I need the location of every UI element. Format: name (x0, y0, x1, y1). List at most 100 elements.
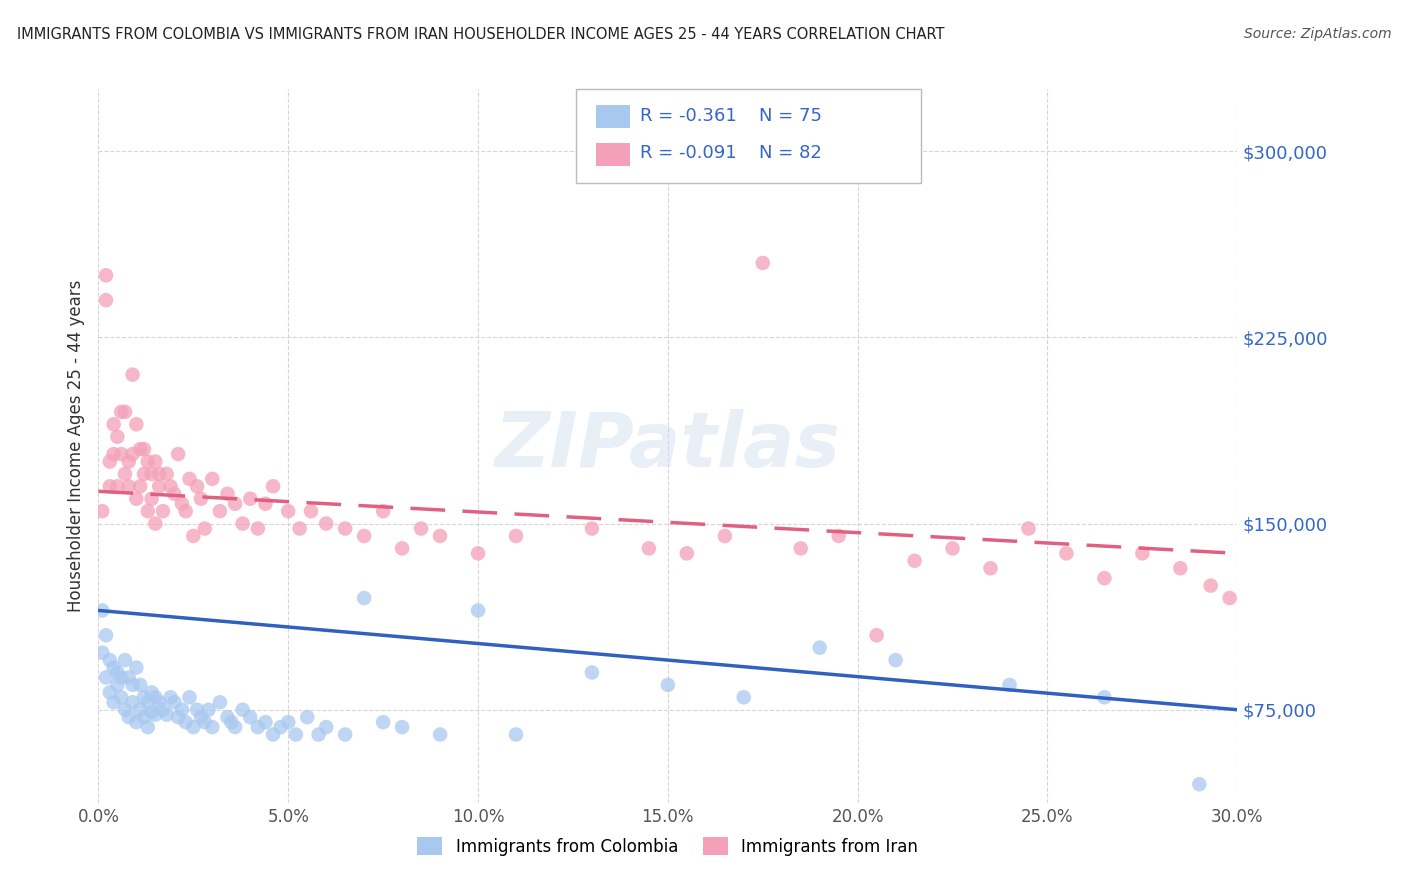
Point (98, 479, 121, 493)
Point (186, 479, 208, 493)
Point (194, 715, 217, 730)
Point (217, 710, 239, 724)
Point (183, 529, 205, 543)
Point (136, 504, 159, 518)
Point (284, 727, 307, 741)
Point (254, 715, 277, 730)
Point (254, 497, 277, 511)
Point (942, 541, 965, 556)
Point (183, 720, 205, 734)
Point (297, 710, 319, 724)
Point (429, 529, 451, 543)
Point (145, 516, 167, 531)
Point (103, 417, 125, 432)
Y-axis label: Householder Income Ages 25 - 44 years: Householder Income Ages 25 - 44 years (66, 280, 84, 612)
Point (179, 690, 201, 705)
Point (125, 715, 148, 730)
Point (91, 646, 114, 660)
Point (107, 678, 129, 692)
Text: IMMIGRANTS FROM COLOMBIA VS IMMIGRANTS FROM IRAN HOUSEHOLDER INCOME AGES 25 - 44: IMMIGRANTS FROM COLOMBIA VS IMMIGRANTS F… (17, 27, 945, 42)
Point (136, 454, 159, 468)
Point (315, 516, 337, 531)
Text: R = -0.361: R = -0.361 (640, 107, 737, 125)
Point (884, 653, 907, 667)
Point (110, 405, 132, 419)
Point (1056, 546, 1078, 560)
Point (752, 256, 775, 270)
Point (315, 720, 337, 734)
Point (186, 703, 208, 717)
Point (129, 442, 152, 456)
Point (141, 705, 163, 719)
Point (110, 670, 132, 684)
Point (170, 703, 193, 717)
Point (118, 479, 141, 493)
Point (110, 447, 132, 461)
Point (98, 454, 121, 468)
Point (1219, 591, 1241, 605)
Point (676, 546, 699, 560)
Point (335, 522, 357, 536)
Point (221, 715, 243, 730)
Point (145, 454, 167, 468)
Point (1132, 546, 1154, 560)
Point (505, 529, 527, 543)
Point (467, 546, 489, 560)
Point (505, 727, 527, 741)
Point (308, 727, 330, 741)
Point (224, 720, 246, 734)
Point (132, 442, 155, 456)
Point (638, 541, 661, 556)
Point (125, 660, 148, 674)
Point (224, 497, 246, 511)
Text: R = -0.091: R = -0.091 (640, 145, 737, 162)
Point (163, 695, 186, 709)
Point (190, 491, 212, 506)
Point (94, 628, 117, 642)
Point (467, 603, 489, 617)
Point (979, 561, 1001, 575)
Point (132, 467, 155, 481)
Point (167, 447, 190, 461)
Point (866, 628, 889, 642)
Point (141, 467, 163, 481)
Point (107, 430, 129, 444)
Point (91, 504, 114, 518)
Point (808, 640, 831, 655)
Point (174, 715, 197, 730)
Point (152, 504, 174, 518)
Point (217, 487, 239, 501)
Point (163, 487, 186, 501)
Point (208, 504, 231, 518)
Point (262, 727, 284, 741)
Point (129, 479, 152, 493)
Point (391, 541, 413, 556)
Point (152, 703, 174, 717)
Point (733, 690, 755, 705)
Point (262, 479, 284, 493)
Point (125, 417, 148, 432)
Point (1170, 561, 1192, 575)
Point (790, 541, 813, 556)
Point (232, 703, 254, 717)
Point (299, 504, 322, 518)
Point (335, 727, 357, 741)
Point (114, 467, 136, 481)
Point (391, 720, 413, 734)
Point (159, 690, 181, 705)
Point (125, 491, 148, 506)
Point (1018, 522, 1040, 536)
Point (121, 447, 143, 461)
Point (132, 710, 155, 724)
Point (103, 447, 125, 461)
Point (118, 670, 141, 684)
Point (121, 368, 143, 382)
Point (581, 665, 603, 680)
Point (136, 720, 159, 734)
Point (657, 678, 679, 692)
Point (145, 707, 167, 722)
Point (1094, 571, 1116, 585)
Point (411, 522, 433, 536)
Point (114, 703, 136, 717)
Point (194, 522, 217, 536)
